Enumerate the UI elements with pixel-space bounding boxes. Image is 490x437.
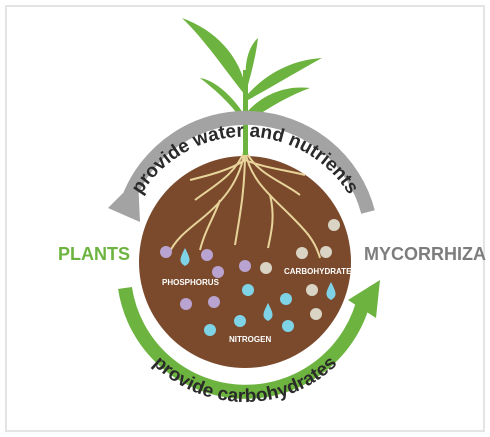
page: provide water and nutrients provide carb… xyxy=(0,0,490,437)
plants-label: PLANTS xyxy=(58,244,130,264)
nitrogen-label: NITROGEN xyxy=(229,335,271,344)
phosphorus-label: PHOSPHORUS xyxy=(162,278,220,287)
carbohydrates-label: CARBOHYDRATES xyxy=(284,267,357,276)
diagram: provide water and nutrients provide carb… xyxy=(0,0,490,437)
mycorrhiza-label: MYCORRHIZA xyxy=(364,244,486,264)
